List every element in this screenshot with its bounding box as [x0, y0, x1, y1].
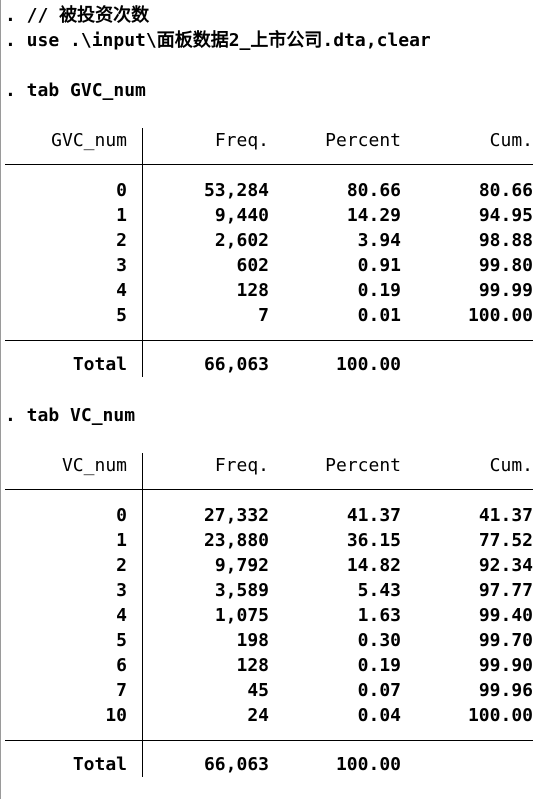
table-row-cell: 1.63 — [357, 605, 401, 626]
table-row-cell: 0.30 — [357, 630, 401, 651]
table-row-cell: 77.52 — [478, 530, 533, 551]
table-row-cell: 99.90 — [478, 655, 533, 676]
column-header-variable: VC_num — [61, 455, 127, 476]
table-row-cell: 128 — [236, 655, 269, 676]
table-row-cell: 41.37 — [478, 505, 533, 526]
table-row-cell: 0.91 — [357, 255, 401, 276]
table-row-cell: 24 — [247, 705, 269, 726]
command-tab-gvc-line: . tab GVC_num — [5, 80, 146, 101]
table-row-value: 5 — [116, 630, 127, 651]
column-divider — [142, 453, 143, 777]
table-row-cell: 92.34 — [478, 555, 533, 576]
column-header-percent: Percent — [325, 455, 401, 476]
table-row-cell: 14.82 — [346, 555, 401, 576]
total-separator — [5, 740, 533, 741]
table-row-cell: 0.04 — [357, 705, 401, 726]
table-row-cell: 602 — [236, 255, 269, 276]
total-label: Total — [72, 354, 127, 375]
table-row-cell: 41.37 — [346, 505, 401, 526]
table-row-value: 2 — [116, 555, 127, 576]
table-row-cell: 99.70 — [478, 630, 533, 651]
table-row-cell: 9,440 — [214, 205, 269, 226]
table-row-cell: 128 — [236, 280, 269, 301]
table-row-value: 0 — [116, 180, 127, 201]
column-header-cum: Cum. — [489, 455, 533, 476]
table-row-cell: 98.88 — [478, 230, 533, 251]
table-row-cell: 100.00 — [467, 705, 533, 726]
table-row-cell: 99.99 — [478, 280, 533, 301]
table-row-cell: 99.40 — [478, 605, 533, 626]
table-row-cell: 97.77 — [478, 580, 533, 601]
table-row-cell: 198 — [236, 630, 269, 651]
table-row-cell: 80.66 — [478, 180, 533, 201]
table-row-cell: 0.01 — [357, 305, 401, 326]
table-row-cell: 14.29 — [346, 205, 401, 226]
table-row-cell: 94.95 — [478, 205, 533, 226]
total-separator — [5, 340, 533, 341]
table-row-cell: 1,075 — [214, 605, 269, 626]
table-row-cell: 3.94 — [357, 230, 401, 251]
total-cell: 66,063 — [203, 754, 269, 775]
total-cell: 100.00 — [335, 754, 401, 775]
table-row-cell: 99.80 — [478, 255, 533, 276]
table-row-value: 6 — [116, 655, 127, 676]
table-row-cell: 2,602 — [214, 230, 269, 251]
table-row-cell: 45 — [247, 680, 269, 701]
table-row-cell: 99.96 — [478, 680, 533, 701]
table-row-cell: 36.15 — [346, 530, 401, 551]
column-header-percent: Percent — [325, 130, 401, 151]
total-cell: 66,063 — [203, 354, 269, 375]
table-row-value: 7 — [116, 680, 127, 701]
table-row-value: 4 — [116, 280, 127, 301]
table-row-cell: 3,589 — [214, 580, 269, 601]
column-header-freq: Freq. — [214, 130, 269, 151]
table-row-value: 1 — [116, 530, 127, 551]
table-row-cell: 27,332 — [203, 505, 269, 526]
table-row-cell: 80.66 — [346, 180, 401, 201]
table-row-value: 10 — [105, 705, 127, 726]
header-separator — [5, 489, 533, 490]
table-row-cell: 7 — [258, 305, 269, 326]
column-header-variable: GVC_num — [51, 130, 127, 151]
total-label: Total — [72, 754, 127, 775]
table-row-value: 2 — [116, 230, 127, 251]
command-comment-line: . // 被投资次数 — [5, 5, 150, 26]
total-cell: 100.00 — [335, 354, 401, 375]
column-header-cum: Cum. — [489, 130, 533, 151]
table-row-value: 3 — [116, 580, 127, 601]
table-row-value: 0 — [116, 505, 127, 526]
table-row-cell: 5.43 — [357, 580, 401, 601]
command-use-line: . use .\input\面板数据2_上市公司.dta,clear — [5, 30, 431, 51]
table-row-value: 3 — [116, 255, 127, 276]
table-row-cell: 0.19 — [357, 280, 401, 301]
table-row-cell: 23,880 — [203, 530, 269, 551]
table-row-cell: 0.19 — [357, 655, 401, 676]
column-divider — [142, 128, 143, 377]
command-tab-vc-line: . tab VC_num — [5, 405, 136, 426]
table-row-value: 4 — [116, 605, 127, 626]
column-header-freq: Freq. — [214, 455, 269, 476]
table-row-value: 1 — [116, 205, 127, 226]
table-row-cell: 100.00 — [467, 305, 533, 326]
table-row-cell: 0.07 — [357, 680, 401, 701]
table-row-cell: 9,792 — [214, 555, 269, 576]
table-row-value: 5 — [116, 305, 127, 326]
table-row-cell: 53,284 — [203, 180, 269, 201]
header-separator — [5, 164, 533, 165]
